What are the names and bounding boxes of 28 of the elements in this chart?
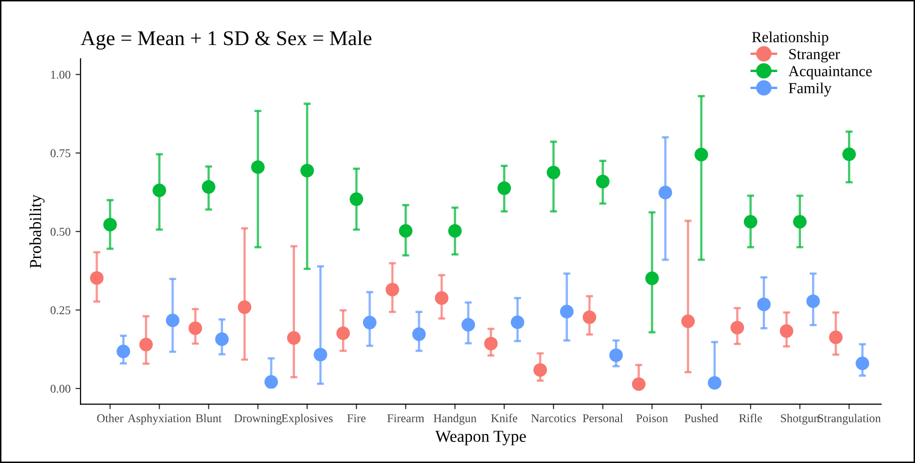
x-tick-label: Strangulation <box>818 414 881 425</box>
x-tick-label: Personal <box>582 414 623 422</box>
x-tick-label: Asphyxiation <box>128 414 191 425</box>
y-tick-label: 0.75 <box>50 149 70 158</box>
y-tick-label: 0.50 <box>50 228 70 236</box>
x-tick-label: Firearm <box>387 414 424 422</box>
x-tick-label: Poison <box>636 414 668 422</box>
y-tick-label: 0.00 <box>50 384 70 393</box>
x-tick-label: Shotgun <box>780 414 820 425</box>
x-tick-label: Other <box>97 414 124 422</box>
legend-label: Acquaintance <box>788 66 872 80</box>
x-tick-label: Knife <box>491 414 518 422</box>
x-tick-label: Explosives <box>282 414 333 425</box>
y-tick-label: 0.25 <box>50 306 70 314</box>
x-tick-label: Pushed <box>684 414 718 422</box>
y-axis-title: Probability <box>29 194 45 268</box>
x-tick-label: Rifle <box>739 414 762 422</box>
legend-title: Relationship <box>752 32 828 46</box>
x-tick-label: Fire <box>347 414 366 422</box>
x-tick-label: Handgun <box>434 414 476 425</box>
x-axis-title: Weapon Type <box>435 430 526 446</box>
x-tick-label: Blunt <box>196 414 222 422</box>
legend-label: Stranger <box>789 49 840 62</box>
x-tick-label: Drowning <box>234 414 282 425</box>
chart-title: Age = Mean + 1 SD & Sex = Male <box>80 30 372 50</box>
y-tick-label: 1.00 <box>51 70 70 79</box>
legend-label: Family <box>788 82 832 96</box>
x-tick-label: Narcotics <box>531 414 576 422</box>
